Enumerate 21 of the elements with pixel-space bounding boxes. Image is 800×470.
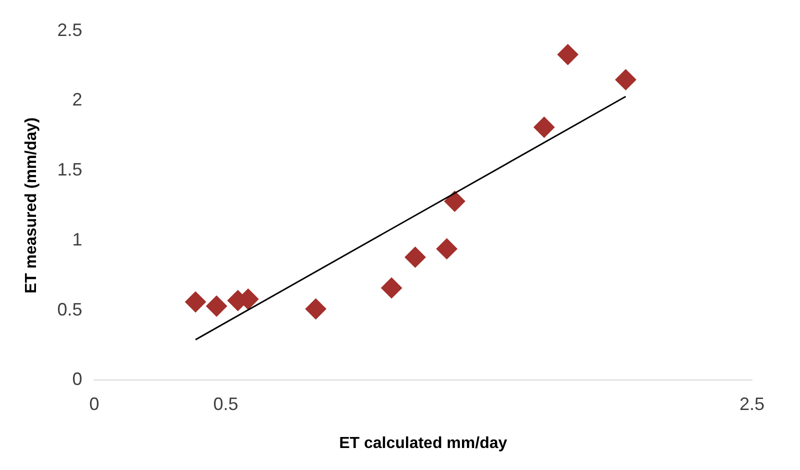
y-tick-label: 0: [72, 369, 82, 390]
point: [305, 298, 326, 320]
y-tick-label: 0.5: [57, 299, 82, 320]
point: [404, 246, 426, 268]
y-tick-label: 1: [72, 229, 82, 250]
point: [206, 296, 228, 317]
point: [381, 277, 402, 298]
point: [436, 238, 458, 260]
point: [534, 116, 555, 138]
y-tick-label: 1.5: [57, 160, 82, 180]
y-tick-label: 2.5: [57, 20, 82, 40]
x-tick-label: 0: [89, 394, 100, 414]
x-axis-title: ET calculated mm/day: [339, 434, 508, 452]
point: [557, 44, 578, 66]
y-tick-label: 2: [72, 90, 82, 110]
y-axis-title: ET measured (mm/day): [23, 117, 40, 294]
x-tick-label: 2.5: [739, 394, 765, 414]
x-tick-label: 0.5: [213, 394, 238, 414]
point: [185, 291, 206, 312]
point: [444, 190, 466, 212]
point: [615, 69, 636, 90]
